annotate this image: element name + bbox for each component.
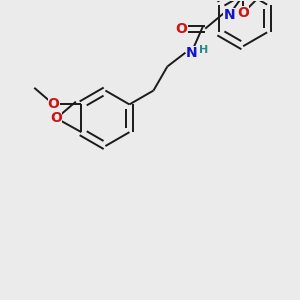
Text: O: O <box>48 98 60 111</box>
Text: O: O <box>237 6 249 20</box>
Text: H: H <box>238 7 247 17</box>
Text: O: O <box>50 111 62 125</box>
Text: O: O <box>176 22 188 36</box>
Text: N: N <box>224 8 235 22</box>
Text: N: N <box>185 46 197 60</box>
Text: H: H <box>199 45 208 55</box>
